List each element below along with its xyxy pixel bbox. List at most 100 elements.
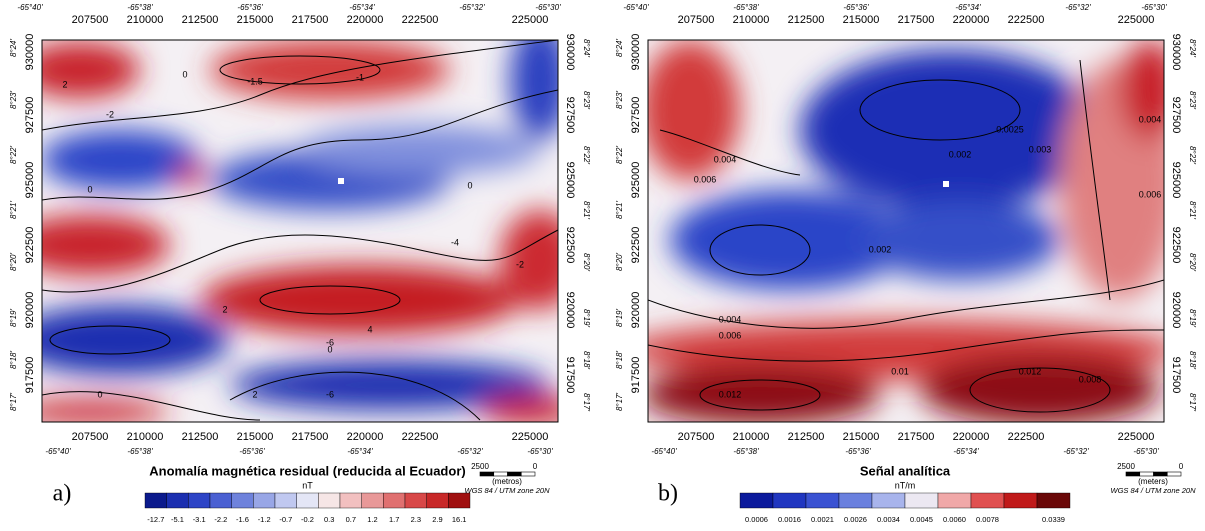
colorbar-tick-label: 0.0060 <box>943 515 966 524</box>
colorbar-swatch <box>904 492 939 509</box>
x-utm-label: 225000 <box>1118 14 1155 26</box>
y-geo-label: 8°18' <box>1188 351 1197 370</box>
y-utm-label: 922500 <box>564 227 576 264</box>
y-geo-label: 8°20' <box>1188 253 1197 272</box>
x-utm-label: 217500 <box>292 14 329 26</box>
y-utm-label: 927500 <box>1170 97 1182 134</box>
scale-bar <box>507 471 522 477</box>
colorbar-tick-label: 2.3 <box>411 515 421 524</box>
colorbar-tick-label: 0.0021 <box>811 515 834 524</box>
x-utm-label: 215000 <box>843 14 880 26</box>
colorbar-unit: nT/m <box>895 480 916 490</box>
contour-label: 0.002 <box>869 244 892 254</box>
colorbar-tick-label: 0.0078 <box>976 515 999 524</box>
y-utm-label: 930000 <box>24 34 36 71</box>
x-geo-label: -65°34' <box>347 447 373 456</box>
y-geo-label: 8°24' <box>1188 39 1197 58</box>
x-geo-label: -65°36' <box>237 3 263 12</box>
colorbar-swatch <box>1036 492 1071 509</box>
y-geo-label: 8°19' <box>582 309 591 328</box>
contour-label: -6 <box>326 337 334 347</box>
x-geo-label: -65°34' <box>955 3 981 12</box>
x-utm-label: 217500 <box>898 431 935 443</box>
y-geo-label: 8°23' <box>615 90 624 109</box>
x-geo-label: -65°30' <box>535 3 561 12</box>
x-geo-label: -65°32' <box>1063 447 1089 456</box>
scale-datum: WGS 84 / UTM zone 20N <box>1110 486 1196 495</box>
y-geo-label: 8°22' <box>1188 146 1197 165</box>
x-geo-label: -65°32' <box>459 3 485 12</box>
colorbar-swatch <box>274 492 297 509</box>
colorbar-title: Anomalía magnética residual (reducida al… <box>149 463 465 478</box>
colorbar-tick-label: -2.2 <box>214 515 227 524</box>
x-geo-label: -65°34' <box>953 447 979 456</box>
contour-label: -1.5 <box>247 76 263 86</box>
map-frame <box>41 39 559 423</box>
colorbar-tick-label: 0.7 <box>346 515 356 524</box>
x-geo-label: -65°40' <box>623 3 649 12</box>
y-geo-label: 8°17' <box>615 392 624 411</box>
y-geo-label: 8°20' <box>582 253 591 272</box>
contour-label: 0.004 <box>714 154 737 164</box>
x-geo-label: -65°40' <box>45 447 71 456</box>
colorbar-swatch <box>339 492 362 509</box>
contour-label: 2 <box>62 79 67 89</box>
panel-label: a) <box>53 481 72 507</box>
scale-bar <box>1125 471 1141 477</box>
x-utm-label: 215000 <box>237 14 274 26</box>
x-utm-label: 225000 <box>512 14 549 26</box>
x-utm-label: 220000 <box>953 431 990 443</box>
colorbar-swatch <box>296 492 319 509</box>
x-geo-label: -65°38' <box>733 447 759 456</box>
x-geo-label: -65°30' <box>1141 3 1167 12</box>
y-utm-label: 917500 <box>1170 357 1182 394</box>
colorbar-tick-label: 1.7 <box>389 515 399 524</box>
contour-label: 0.002 <box>949 149 972 159</box>
colorbar-swatch <box>970 492 1005 509</box>
contour-label: 0.006 <box>1139 189 1162 199</box>
x-geo-label: -65°36' <box>843 3 869 12</box>
y-utm-label: 927500 <box>630 97 642 134</box>
x-utm-label: 212500 <box>788 14 825 26</box>
panel-label: b) <box>658 481 678 507</box>
map-field <box>648 40 1164 422</box>
x-utm-label: 225000 <box>512 431 549 443</box>
scale-unit: (meters) <box>1138 477 1168 486</box>
y-utm-label: 925000 <box>564 162 576 199</box>
colorbar-tick-label: 0.3 <box>324 515 334 524</box>
y-geo-label: 8°19' <box>9 308 18 327</box>
colorbar-swatch <box>448 492 471 509</box>
contour-label: 2 <box>222 304 227 314</box>
y-utm-label: 930000 <box>1170 34 1182 71</box>
x-utm-label: 207500 <box>678 14 715 26</box>
colorbar-swatch <box>404 492 427 509</box>
contour-label: 0.012 <box>719 389 742 399</box>
colorbar-swatch <box>253 492 276 509</box>
colorbar-tick-label: 0.0026 <box>844 515 867 524</box>
y-utm-label: 922500 <box>1170 227 1182 264</box>
contour-label: -4 <box>451 237 459 247</box>
y-utm-label: 930000 <box>564 34 576 71</box>
y-geo-label: 8°18' <box>9 350 18 369</box>
x-utm-label: 210000 <box>127 431 164 443</box>
y-geo-label: 8°21' <box>1188 201 1197 220</box>
x-utm-label: 215000 <box>237 431 274 443</box>
y-utm-label: 917500 <box>564 357 576 394</box>
colorbar-tick-label: 2.9 <box>432 515 442 524</box>
x-utm-label: 207500 <box>678 431 715 443</box>
x-geo-label: -65°38' <box>127 3 153 12</box>
colorbar-swatch <box>318 492 341 509</box>
colorbar-tick-label: 0.0339 <box>1042 515 1065 524</box>
y-geo-label: 8°24' <box>582 39 591 58</box>
x-utm-label: 222500 <box>1008 431 1045 443</box>
x-geo-label: -65°32' <box>1065 3 1091 12</box>
colorbar-tick-label: 0.0016 <box>778 515 801 524</box>
x-geo-label: -65°38' <box>127 447 153 456</box>
colorbar-tick-label: 1.2 <box>367 515 377 524</box>
contour-label: 0.004 <box>719 314 742 324</box>
contour-label: 0.012 <box>1019 366 1042 376</box>
colorbar-swatch <box>361 492 384 509</box>
x-utm-label: 215000 <box>843 431 880 443</box>
y-geo-label: 8°22' <box>615 145 624 164</box>
